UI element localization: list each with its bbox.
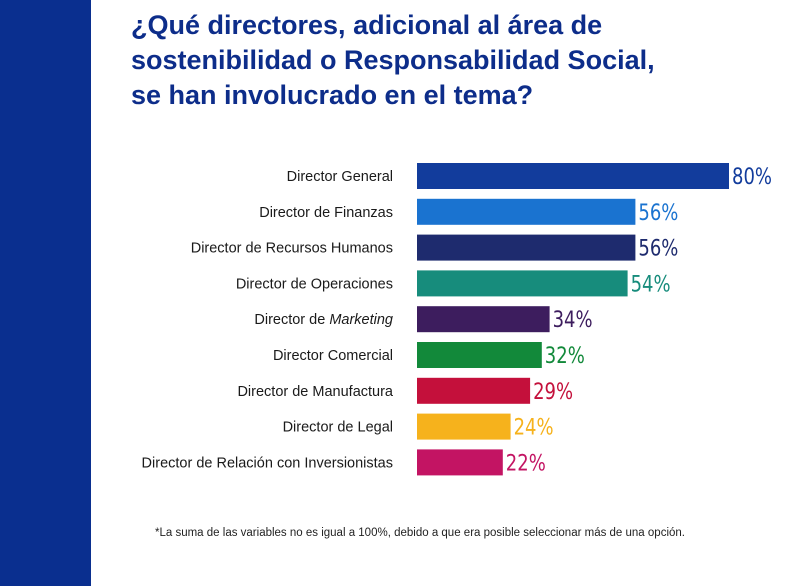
title-line-1: ¿Qué directores, adicional al área de	[131, 10, 603, 40]
bar	[417, 377, 531, 404]
bar	[417, 198, 636, 225]
bar	[417, 306, 550, 333]
value-label: 54%	[631, 272, 671, 297]
category-label: Director de Finanzas	[259, 205, 393, 221]
bar	[417, 270, 628, 297]
category-label: Director de Marketing	[254, 312, 393, 328]
value-label: 56%	[638, 201, 678, 226]
value-label: 34%	[553, 308, 593, 333]
bar	[417, 342, 542, 368]
title-line-3: se han involucrado en el tema?	[131, 80, 534, 110]
category-label: Director de Legal	[283, 420, 393, 436]
side-band	[0, 0, 91, 586]
page-title: ¿Qué directores, adicional al área de so…	[131, 8, 771, 113]
value-label: 22%	[506, 451, 546, 476]
category-label: Director General	[287, 169, 393, 185]
category-label: Director de Manufactura	[237, 384, 393, 400]
title-line-2: sostenibilidad o Responsabilidad Social,	[131, 45, 655, 75]
bar	[417, 234, 636, 261]
value-label: 80%	[732, 165, 772, 190]
value-label: 56%	[638, 237, 678, 262]
bar	[417, 163, 729, 189]
category-label: Director de Recursos Humanos	[191, 241, 393, 257]
category-label: Director de Operaciones	[236, 276, 393, 292]
value-label: 24%	[514, 416, 554, 441]
category-label: Director Comercial	[273, 348, 393, 364]
value-label: 29%	[533, 380, 573, 405]
footnote: *La suma de las variables no es igual a …	[155, 527, 685, 539]
bar	[417, 413, 511, 440]
bar	[417, 449, 503, 476]
value-label: 32%	[545, 344, 585, 369]
category-label: Director de Relación con Inversionistas	[142, 455, 393, 471]
